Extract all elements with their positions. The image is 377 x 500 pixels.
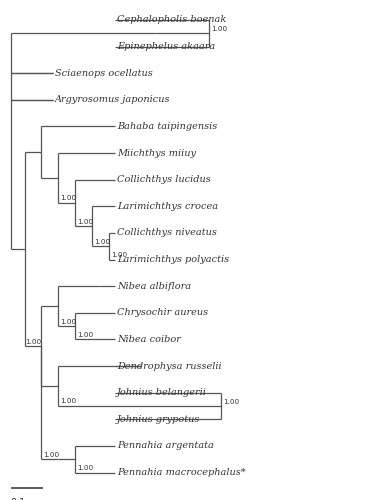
Text: Collichthys lucidus: Collichthys lucidus — [117, 175, 211, 184]
Text: Nibea albiflora: Nibea albiflora — [117, 282, 191, 290]
Text: 1.00: 1.00 — [94, 239, 110, 244]
Text: Chrysochir aureus: Chrysochir aureus — [117, 308, 208, 318]
Text: Collichthys niveatus: Collichthys niveatus — [117, 228, 217, 237]
Text: 1.00: 1.00 — [60, 398, 77, 404]
Text: 0.1: 0.1 — [11, 498, 26, 500]
Text: Epinephelus akaara: Epinephelus akaara — [117, 42, 215, 51]
Text: 1.00: 1.00 — [60, 196, 77, 202]
Text: 1.00: 1.00 — [77, 332, 93, 338]
Text: Argyrosomus japonicus: Argyrosomus japonicus — [55, 96, 170, 104]
Text: 1.00: 1.00 — [43, 452, 60, 458]
Text: Larimichthys polyactis: Larimichthys polyactis — [117, 255, 229, 264]
Text: Miichthys miiuy: Miichthys miiuy — [117, 148, 196, 158]
Text: 1.00: 1.00 — [223, 399, 239, 405]
Text: Sciaenops ocellatus: Sciaenops ocellatus — [55, 68, 152, 78]
Text: Johnius grypotus: Johnius grypotus — [117, 415, 200, 424]
Text: 1.00: 1.00 — [77, 465, 93, 471]
Text: Bahaba taipingensis: Bahaba taipingensis — [117, 122, 217, 131]
Text: Nibea coibor: Nibea coibor — [117, 335, 181, 344]
Text: Dendrophysa russelii: Dendrophysa russelii — [117, 362, 222, 370]
Text: 1.00: 1.00 — [77, 219, 93, 225]
Text: 1.00: 1.00 — [211, 26, 228, 32]
Text: 1.00: 1.00 — [111, 252, 127, 258]
Text: 1.00: 1.00 — [26, 338, 42, 344]
Text: Johnius belangerii: Johnius belangerii — [117, 388, 207, 397]
Text: Pennahia argentata: Pennahia argentata — [117, 442, 214, 450]
Text: Pennahia macrocephalus*: Pennahia macrocephalus* — [117, 468, 245, 477]
Text: Cephalopholis boenak: Cephalopholis boenak — [117, 16, 226, 24]
Text: Larimichthys crocea: Larimichthys crocea — [117, 202, 218, 211]
Text: 1.00: 1.00 — [60, 318, 77, 324]
